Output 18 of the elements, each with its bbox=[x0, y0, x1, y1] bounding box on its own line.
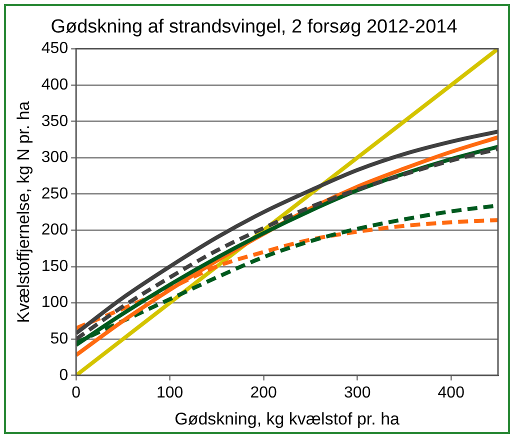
y-tick-label: 0 bbox=[59, 366, 68, 384]
y-tick-label: 400 bbox=[41, 76, 68, 94]
x-tick-label: 200 bbox=[250, 384, 278, 402]
chart-title: Gødskning af strandsvingel, 2 forsøg 2012-2014 bbox=[50, 16, 458, 38]
y-tick-label: 200 bbox=[41, 222, 68, 239]
y-tick-label: 450 bbox=[41, 40, 68, 58]
x-tick-label: 0 bbox=[72, 384, 81, 402]
y-axis-title: Kvælstoffjernelse, kg N pr. ha bbox=[14, 100, 33, 323]
x-tick-label: 400 bbox=[438, 384, 465, 402]
y-tick-label: 50 bbox=[50, 330, 68, 348]
y-tick-label: 250 bbox=[41, 185, 68, 202]
y-tick-label: 350 bbox=[41, 112, 68, 130]
y-tick-label: 150 bbox=[41, 258, 68, 275]
x-tick-label: 100 bbox=[156, 384, 184, 402]
x-axis-title: Gødskning, kg kvælstof pr. ha bbox=[174, 409, 400, 428]
x-tick-label: 300 bbox=[344, 384, 371, 402]
y-tick-label: 300 bbox=[41, 149, 68, 166]
y-tick-label: 100 bbox=[41, 294, 68, 312]
